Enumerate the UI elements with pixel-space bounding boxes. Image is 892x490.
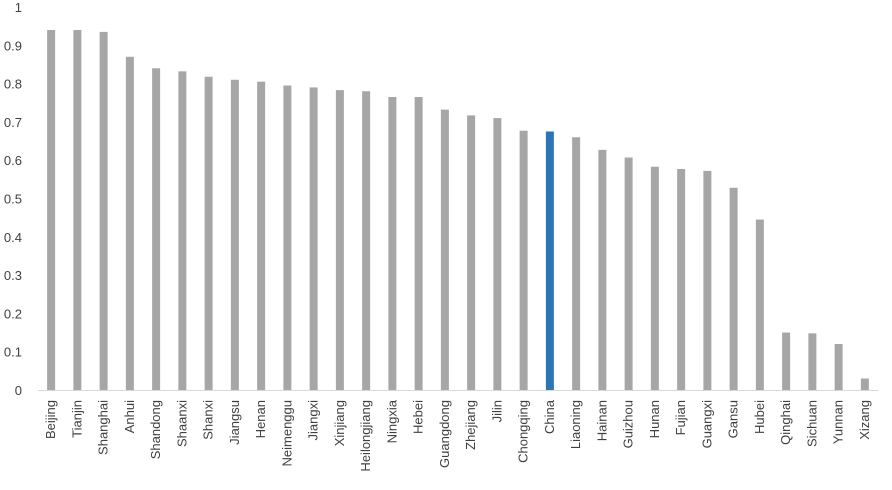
bars <box>47 29 869 391</box>
bar-anhui <box>125 56 134 390</box>
x-tick-label: Jilin <box>489 400 504 422</box>
bar-liaoning <box>572 137 581 390</box>
bar-hubei <box>755 219 764 390</box>
bar-xinjiang <box>335 90 344 391</box>
bar-guangdong <box>440 109 449 391</box>
bar-tianjin <box>73 29 82 390</box>
x-tick-label: Xizang <box>857 400 872 440</box>
y-tick-label: 1 <box>15 0 22 15</box>
x-tick-label: Fujian <box>673 400 688 435</box>
bar-qinghai <box>782 332 791 390</box>
x-tick-label: Chongqing <box>516 400 531 463</box>
bar-xizang <box>860 378 869 390</box>
x-tick-label: Shanxi <box>201 400 216 440</box>
x-tick-label: Guizhou <box>621 400 636 448</box>
bar-zhejiang <box>467 115 476 390</box>
x-tick-label: Shanghai <box>96 400 111 455</box>
bar-china <box>545 131 554 390</box>
x-tick-label: Shandong <box>148 400 163 459</box>
x-tick-label: Neimenggu <box>279 400 294 467</box>
bar-hunan <box>650 166 659 390</box>
x-tick-label: Guangxi <box>699 400 714 449</box>
y-axis: 0 0.1 0.2 0.3 0.4 0.5 0.6 0.7 0.8 0.9 1 <box>4 0 22 398</box>
x-tick-label: Yunnan <box>831 400 846 444</box>
x-tick-label: Liaoning <box>568 400 583 449</box>
bar-shanghai <box>99 31 108 391</box>
x-tick-label: Gansu <box>726 400 741 438</box>
y-tick-label: 0.5 <box>4 192 22 207</box>
bar-beijing <box>47 29 56 390</box>
x-tick-label: Hunan <box>647 400 662 438</box>
y-tick-label: 0.2 <box>4 306 22 321</box>
bar-jilin <box>493 118 502 390</box>
x-tick-label: Henan <box>253 400 268 438</box>
bar-jiangxi <box>309 87 318 391</box>
x-tick-label: Hebei <box>411 400 426 434</box>
bar-sichuan <box>808 333 817 390</box>
x-tick-label: Guangdong <box>437 400 452 468</box>
x-tick-label: Anhui <box>122 400 137 433</box>
y-tick-label: 0.1 <box>4 345 22 360</box>
bar-hainan <box>598 149 607 390</box>
x-tick-label: Hubei <box>752 400 767 434</box>
x-axis: Beijing Tianjin Shanghai Anhui Shandong Shaan… <box>38 390 878 472</box>
bar-henan <box>257 81 266 390</box>
bar-hebei <box>414 97 423 390</box>
x-tick-label: China <box>542 399 557 434</box>
bar-ningxia <box>388 97 397 390</box>
x-tick-label: Zhejiang <box>463 400 478 450</box>
y-tick-label: 0.3 <box>4 268 22 283</box>
x-tick-label: Ningxia <box>384 399 399 443</box>
bar-gansu <box>729 187 738 390</box>
bar-guizhou <box>624 157 633 390</box>
bar-neimenggu <box>283 85 292 390</box>
bar-chongqing <box>519 130 528 391</box>
x-tick-label: Beijing <box>43 400 58 439</box>
x-tick-label: Tianjin <box>69 400 84 438</box>
x-tick-label: Shaanxi <box>174 400 189 447</box>
x-tick-label: Qinghai <box>778 400 793 445</box>
x-tick-label: Hainan <box>594 400 609 441</box>
bar-fujian <box>677 169 686 390</box>
x-tick-label: Jiangxi <box>306 400 321 441</box>
x-tick-label: Sichuan <box>804 400 819 447</box>
bar-guangxi <box>703 170 712 390</box>
bar-heilongjiang <box>362 91 371 390</box>
y-tick-label: 0.4 <box>4 230 22 245</box>
y-tick-label: 0.8 <box>4 77 22 92</box>
bar-yunnan <box>834 344 843 390</box>
y-tick-label: 0.9 <box>4 38 22 53</box>
x-tick-label: Xinjiang <box>332 400 347 446</box>
y-tick-label: 0.6 <box>4 153 22 168</box>
bar-jiangsu <box>230 79 239 391</box>
y-tick-label: 0 <box>15 383 22 398</box>
bar-shanxi <box>204 76 213 391</box>
x-tick-label: Heilongjiang <box>358 400 373 472</box>
bar-shaanxi <box>178 71 187 391</box>
bar-shandong <box>152 68 161 390</box>
x-tick-label: Jiangsu <box>227 400 242 445</box>
y-tick-label: 0.7 <box>4 115 22 130</box>
